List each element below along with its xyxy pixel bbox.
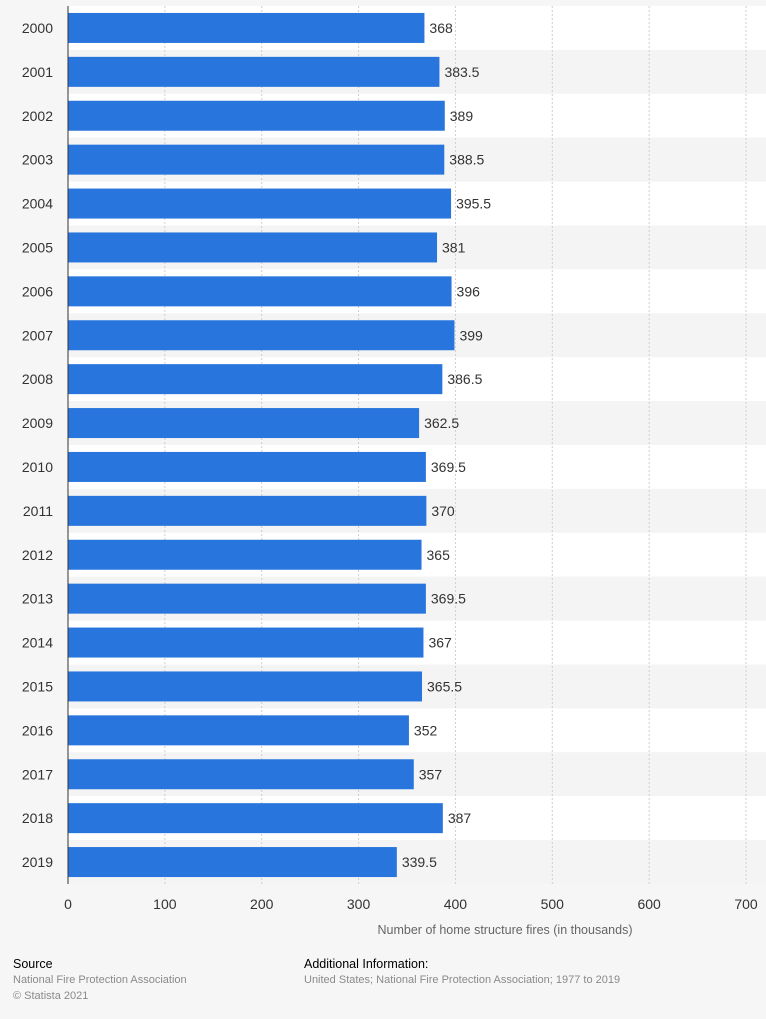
category-label: 2004 bbox=[22, 196, 53, 212]
category-label: 2009 bbox=[22, 415, 53, 431]
source-block: Source National Fire Protection Associat… bbox=[13, 957, 187, 1004]
bar[interactable] bbox=[68, 144, 445, 175]
category-label: 2000 bbox=[22, 20, 53, 36]
category-label: 2018 bbox=[22, 810, 53, 826]
value-label: 367 bbox=[428, 635, 452, 651]
x-axis-ticks: 0 100 200 300 400 500 600 700 bbox=[64, 896, 758, 912]
source-text: National Fire Protection Association bbox=[13, 974, 187, 986]
value-label: 396 bbox=[457, 283, 481, 299]
source-heading: Source bbox=[13, 957, 53, 971]
bar[interactable] bbox=[68, 12, 425, 43]
value-label: 387 bbox=[448, 810, 472, 826]
value-label: 381 bbox=[442, 239, 466, 255]
x-tick-label: 0 bbox=[64, 896, 72, 912]
bar[interactable] bbox=[68, 759, 414, 790]
x-tick-label: 400 bbox=[444, 896, 468, 912]
value-label: 368 bbox=[429, 20, 453, 36]
additional-info-heading: Additional Information: bbox=[304, 957, 429, 971]
bar[interactable] bbox=[68, 627, 424, 658]
bar[interactable] bbox=[68, 583, 426, 614]
bar[interactable] bbox=[68, 188, 452, 219]
x-tick-label: 500 bbox=[541, 896, 565, 912]
value-label: 339.5 bbox=[402, 854, 437, 870]
value-label: 386.5 bbox=[447, 371, 482, 387]
bar[interactable] bbox=[68, 847, 397, 878]
category-label: 2006 bbox=[22, 283, 53, 299]
bar[interactable] bbox=[68, 56, 440, 87]
bars bbox=[68, 12, 455, 878]
bar[interactable] bbox=[68, 364, 443, 395]
category-label: 2012 bbox=[22, 547, 53, 563]
x-tick-label: 300 bbox=[347, 896, 371, 912]
category-label: 2005 bbox=[22, 239, 53, 255]
copyright-text: © Statista 2021 bbox=[13, 990, 89, 1002]
bar[interactable] bbox=[68, 495, 427, 526]
value-labels: 368 383.5 389 388.5 395.5 381 396 399 386.5 362.5… bbox=[402, 20, 491, 870]
category-label: 2003 bbox=[22, 152, 53, 168]
category-label: 2015 bbox=[22, 678, 53, 694]
footer: Source National Fire Protection Associat… bbox=[0, 957, 766, 1019]
category-label: 2010 bbox=[22, 459, 53, 475]
bar[interactable] bbox=[68, 715, 409, 746]
x-tick-label: 200 bbox=[250, 896, 274, 912]
bar[interactable] bbox=[68, 232, 438, 263]
bar[interactable] bbox=[68, 320, 455, 351]
category-label: 2019 bbox=[22, 854, 53, 870]
category-label: 2011 bbox=[23, 503, 53, 519]
bar[interactable] bbox=[68, 408, 420, 439]
category-label: 2007 bbox=[22, 327, 53, 343]
value-label: 369.5 bbox=[431, 591, 466, 607]
category-label: 2016 bbox=[22, 722, 53, 738]
category-label: 2001 bbox=[22, 64, 53, 80]
value-label: 388.5 bbox=[449, 152, 484, 168]
category-label: 2014 bbox=[22, 635, 53, 651]
additional-info-text: United States; National Fire Protection … bbox=[304, 974, 621, 986]
bar[interactable] bbox=[68, 539, 422, 570]
additional-info-block: Additional Information: United States; N… bbox=[304, 957, 620, 988]
value-label: 365 bbox=[427, 547, 451, 563]
value-label: 362.5 bbox=[424, 415, 459, 431]
value-label: 370 bbox=[431, 503, 455, 519]
bar-chart: 2000200120022003200420052006200720082009… bbox=[21, 6, 766, 937]
category-label: 2013 bbox=[22, 591, 53, 607]
value-label: 395.5 bbox=[456, 196, 491, 212]
bar[interactable] bbox=[68, 276, 452, 307]
value-label: 352 bbox=[414, 722, 438, 738]
value-label: 399 bbox=[459, 327, 483, 343]
x-tick-label: 600 bbox=[637, 896, 661, 912]
value-label: 389 bbox=[450, 108, 474, 124]
value-label: 365.5 bbox=[427, 678, 462, 694]
bar[interactable] bbox=[68, 451, 426, 482]
bar[interactable] bbox=[68, 803, 443, 834]
value-label: 357 bbox=[419, 766, 443, 782]
row-bands bbox=[68, 6, 766, 884]
x-tick-label: 700 bbox=[734, 896, 758, 912]
category-label: 2017 bbox=[22, 766, 53, 782]
category-label: 2002 bbox=[22, 108, 53, 124]
x-tick-label: 100 bbox=[153, 896, 177, 912]
value-label: 383.5 bbox=[444, 64, 479, 80]
value-label: 369.5 bbox=[431, 459, 466, 475]
bar[interactable] bbox=[68, 100, 445, 131]
bar[interactable] bbox=[68, 671, 423, 702]
x-axis-title: Number of home structure fires (in thous… bbox=[378, 923, 633, 937]
category-labels: 2000 2001 2002 2003 2004 2005 2006 2007 2008 2009… bbox=[22, 20, 53, 870]
category-label: 2008 bbox=[22, 371, 53, 387]
